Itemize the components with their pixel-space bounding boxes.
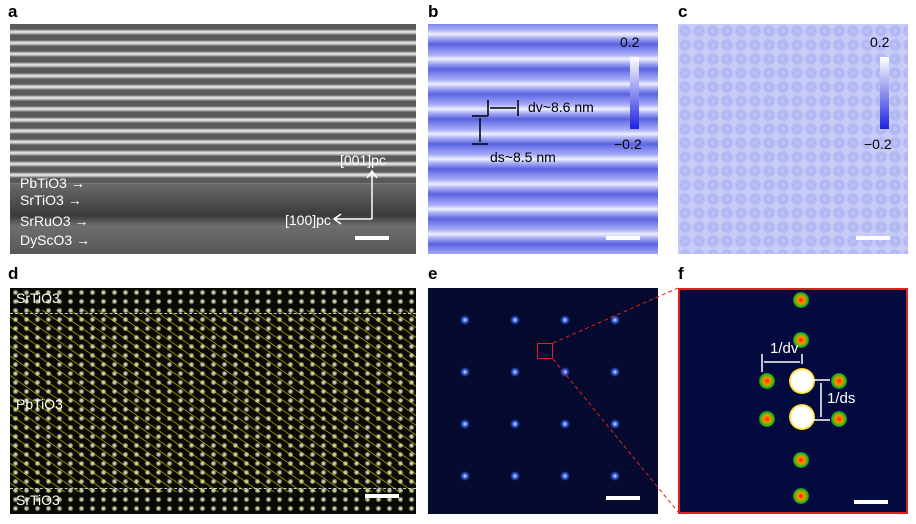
panel-e-fft-pattern [428, 288, 658, 514]
fft-spot-main [789, 368, 815, 394]
panel-b-polarization-map: 0.2 −0.2 dv~8.6 nm ds~8.5 nm [428, 24, 658, 254]
axis-arrows-icon [332, 169, 378, 225]
fft-spot [793, 488, 809, 504]
colorbar [630, 57, 639, 129]
colorbar-min: −0.2 [614, 136, 642, 152]
period-arrows-icon [472, 100, 519, 145]
highlight-box [537, 343, 553, 359]
axis-label-001: [001]pc [340, 152, 386, 168]
inv-dv-label: 1/dv [770, 340, 799, 357]
layer-label: DyScO3 → [20, 232, 91, 248]
fft-spot [793, 292, 809, 308]
panel-d-atomic-displacement-map: SrTiO3 PbTiO3 SrTiO3 [10, 288, 416, 514]
panel-f-fft-zoom: 1/dv 1/ds [678, 288, 908, 514]
scale-bar [606, 496, 640, 500]
fft-spot [759, 373, 775, 389]
panel-label-e: e [428, 264, 438, 283]
colorbar [880, 57, 889, 129]
interface-line [10, 313, 416, 314]
panel-c-polarization-map: 0.2 −0.2 [678, 24, 908, 254]
colorbar-min: −0.2 [864, 136, 892, 152]
colorbar-max: 0.2 [620, 34, 640, 50]
inv-ds-label: 1/ds [827, 390, 856, 407]
fft-spot-main [789, 404, 815, 430]
colorbar-max: 0.2 [870, 34, 890, 50]
axis-label-100: [100]pc [285, 212, 331, 228]
fft-spot [793, 452, 809, 468]
fft-spot [759, 411, 775, 427]
layer-label-bottom: SrTiO3 [16, 492, 60, 508]
displacement-vectors [10, 310, 416, 492]
scale-bar [854, 500, 888, 504]
panel-label-c: c [678, 2, 688, 21]
interface-line [10, 488, 416, 489]
scale-bar [606, 236, 640, 240]
fft-spot [793, 332, 809, 348]
layer-label: SrRuO3 → [20, 213, 89, 229]
panel-label-d: d [8, 264, 19, 283]
fft-spot [831, 411, 847, 427]
scale-bar [355, 236, 389, 240]
layer-label: SrTiO3 → [20, 192, 82, 208]
ds-label: ds~8.5 nm [490, 149, 556, 165]
panel-a-stem-image: PbTiO3 → SrTiO3 → SrRuO3 → DyScO3 → [001… [10, 24, 416, 254]
layer-label: PbTiO3 → [20, 175, 85, 191]
scale-bar [856, 236, 890, 240]
panel-label-f: f [678, 264, 684, 283]
panel-label-a: a [8, 2, 18, 21]
scale-bar [365, 494, 399, 498]
layer-label-middle: PbTiO3 [16, 396, 63, 412]
reciprocal-arrows-icon [761, 354, 830, 421]
dv-label: dv~8.6 nm [528, 99, 594, 115]
panel-label-b: b [428, 2, 439, 21]
fft-spot [831, 373, 847, 389]
layer-label-top: SrTiO3 [16, 290, 60, 306]
